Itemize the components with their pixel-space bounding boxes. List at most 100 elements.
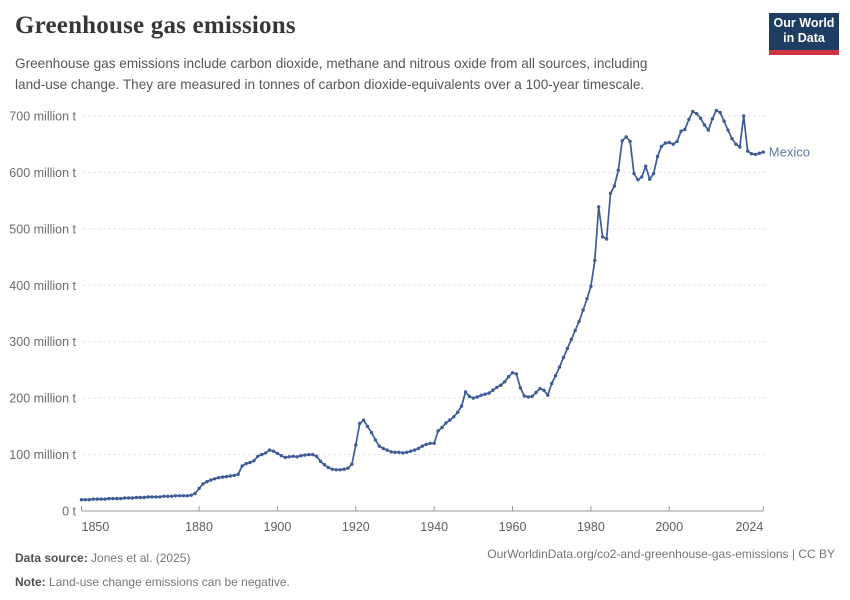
data-point[interactable] <box>663 141 667 145</box>
data-point[interactable] <box>620 139 624 143</box>
data-point[interactable] <box>506 375 511 379</box>
data-point[interactable] <box>220 475 225 479</box>
data-point[interactable] <box>640 175 644 179</box>
data-point[interactable] <box>597 205 601 209</box>
data-point[interactable] <box>538 386 542 391</box>
data-point[interactable] <box>365 424 370 429</box>
data-point[interactable] <box>456 410 460 414</box>
data-point[interactable] <box>585 297 589 301</box>
data-point[interactable] <box>503 380 507 384</box>
data-point[interactable] <box>738 145 742 149</box>
data-point[interactable] <box>358 421 362 426</box>
data-point[interactable] <box>173 494 178 498</box>
data-point[interactable] <box>479 393 483 397</box>
data-point[interactable] <box>459 404 464 408</box>
data-point[interactable] <box>589 284 593 289</box>
data-point[interactable] <box>742 114 746 118</box>
data-point[interactable] <box>377 444 381 448</box>
data-point[interactable] <box>550 381 554 386</box>
data-point[interactable] <box>655 154 660 159</box>
data-point[interactable] <box>299 454 303 458</box>
data-point[interactable] <box>530 394 534 399</box>
data-point[interactable] <box>236 472 240 476</box>
data-point[interactable] <box>264 451 268 455</box>
data-point[interactable] <box>581 308 585 312</box>
data-point[interactable] <box>267 448 272 452</box>
data-point[interactable] <box>671 142 675 146</box>
data-point[interactable] <box>444 421 448 425</box>
data-point[interactable] <box>491 388 495 392</box>
data-point[interactable] <box>695 112 699 116</box>
data-point[interactable] <box>346 466 350 470</box>
data-point[interactable] <box>644 164 648 168</box>
data-point[interactable] <box>314 454 319 458</box>
data-point[interactable] <box>628 139 632 144</box>
data-point[interactable] <box>197 486 201 491</box>
data-point[interactable] <box>679 129 683 133</box>
data-point[interactable] <box>452 415 456 419</box>
data-point[interactable] <box>134 495 139 500</box>
data-point[interactable] <box>757 151 762 155</box>
data-point[interactable] <box>553 373 558 378</box>
data-point[interactable] <box>334 468 338 472</box>
data-point[interactable] <box>322 463 327 467</box>
data-point[interactable] <box>103 497 107 501</box>
data-point[interactable] <box>318 459 323 463</box>
data-point[interactable] <box>79 498 84 502</box>
data-point[interactable] <box>169 494 174 498</box>
data-point[interactable] <box>354 443 358 447</box>
data-point[interactable] <box>600 235 605 239</box>
data-point[interactable] <box>749 152 754 156</box>
data-point[interactable] <box>248 460 252 465</box>
data-point[interactable] <box>495 385 499 390</box>
data-point[interactable] <box>718 110 722 115</box>
data-point[interactable] <box>150 495 154 499</box>
data-point[interactable] <box>534 390 538 395</box>
data-point[interactable] <box>228 474 233 478</box>
data-point[interactable] <box>138 495 142 500</box>
data-point[interactable] <box>232 473 236 478</box>
data-point[interactable] <box>126 496 131 500</box>
data-point[interactable] <box>166 494 170 498</box>
data-point[interactable] <box>201 482 205 486</box>
data-point[interactable] <box>467 394 472 399</box>
data-point[interactable] <box>698 116 703 121</box>
data-point[interactable] <box>648 177 652 181</box>
data-point[interactable] <box>260 452 264 457</box>
data-point[interactable] <box>385 448 389 452</box>
data-point[interactable] <box>271 449 276 453</box>
data-point[interactable] <box>311 452 315 457</box>
data-point[interactable] <box>193 491 197 496</box>
data-point[interactable] <box>514 372 519 376</box>
data-point[interactable] <box>565 346 570 351</box>
data-point[interactable] <box>616 168 620 172</box>
data-point[interactable] <box>307 452 311 457</box>
series-markers-mexico[interactable] <box>79 108 765 502</box>
data-point[interactable] <box>119 496 123 501</box>
data-point[interactable] <box>667 140 671 145</box>
data-point[interactable] <box>675 139 679 144</box>
data-point[interactable] <box>557 365 562 369</box>
data-point[interactable] <box>546 393 550 397</box>
data-point[interactable] <box>432 441 436 445</box>
data-point[interactable] <box>573 328 577 333</box>
data-point[interactable] <box>122 496 127 500</box>
data-point[interactable] <box>710 117 715 121</box>
data-point[interactable] <box>526 395 530 399</box>
owid-logo[interactable]: Our World in Data <box>769 13 839 55</box>
data-point[interactable] <box>389 450 393 454</box>
data-point[interactable] <box>99 497 103 501</box>
data-point[interactable] <box>745 149 750 153</box>
data-point[interactable] <box>256 454 260 458</box>
footer-source-link[interactable]: OurWorldinData.org/co2-and-greenhouse-ga… <box>487 547 835 561</box>
data-point[interactable] <box>162 494 166 498</box>
data-point[interactable] <box>213 477 217 481</box>
data-point[interactable] <box>326 465 331 470</box>
data-point[interactable] <box>111 496 115 501</box>
data-point[interactable] <box>142 495 146 500</box>
data-point[interactable] <box>487 391 491 395</box>
data-point[interactable] <box>146 495 150 499</box>
data-point[interactable] <box>753 152 758 157</box>
data-point[interactable] <box>205 480 209 484</box>
